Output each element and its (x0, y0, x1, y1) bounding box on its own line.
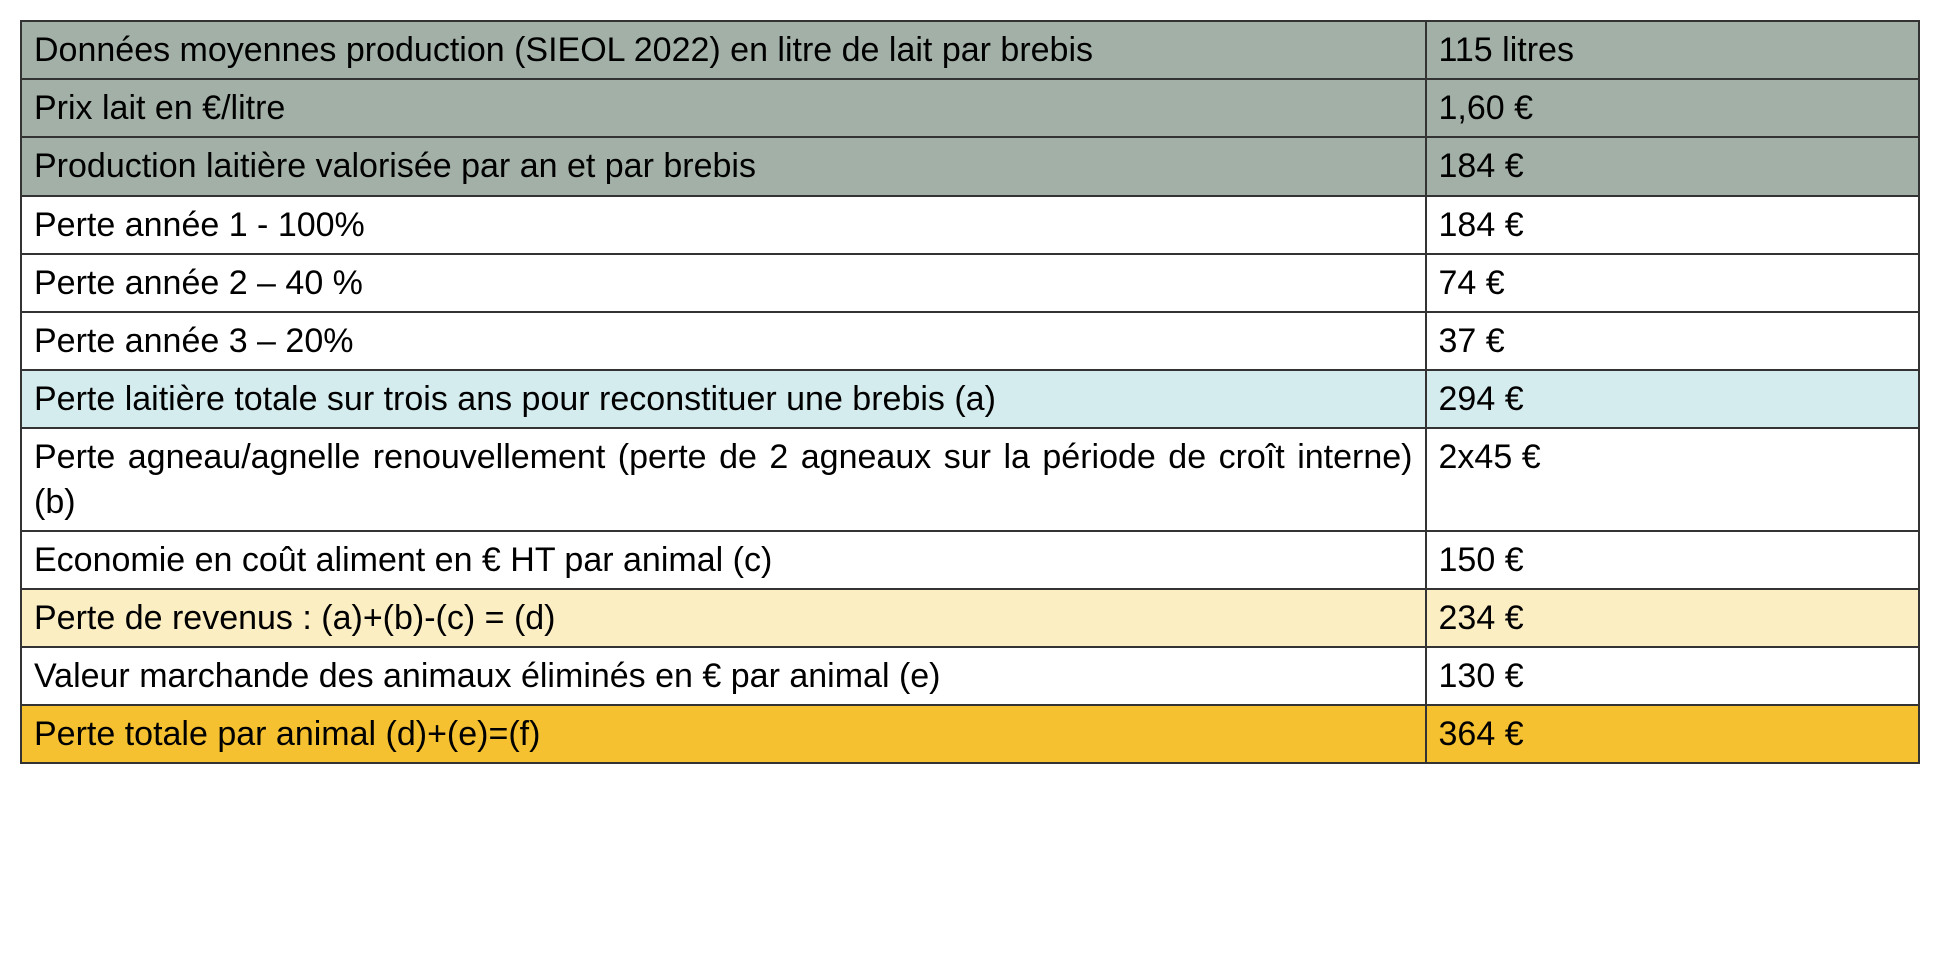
table-row: Perte agneau/agnelle renouvellement (per… (21, 428, 1919, 530)
table-row: Perte de revenus : (a)+(b)-(c) = (d) 234… (21, 589, 1919, 647)
cell-label: Economie en coût aliment en € HT par ani… (21, 531, 1426, 589)
table-row: Perte année 1 - 100% 184 € (21, 196, 1919, 254)
cell-value: 37 € (1426, 312, 1919, 370)
financial-table: Données moyennes production (SIEOL 2022)… (20, 20, 1920, 764)
cell-value: 364 € (1426, 705, 1919, 763)
cell-value: 74 € (1426, 254, 1919, 312)
table-row: Perte année 2 – 40 % 74 € (21, 254, 1919, 312)
table-body: Données moyennes production (SIEOL 2022)… (21, 21, 1919, 763)
cell-label: Perte année 3 – 20% (21, 312, 1426, 370)
cell-label: Valeur marchande des animaux éliminés en… (21, 647, 1426, 705)
cell-label: Perte année 1 - 100% (21, 196, 1426, 254)
cell-label: Perte agneau/agnelle renouvellement (per… (21, 428, 1426, 530)
cell-label: Perte laitière totale sur trois ans pour… (21, 370, 1426, 428)
cell-label: Perte année 2 – 40 % (21, 254, 1426, 312)
cell-value: 184 € (1426, 137, 1919, 195)
cell-value: 234 € (1426, 589, 1919, 647)
table-row: Prix lait en €/litre 1,60 € (21, 79, 1919, 137)
cell-value: 1,60 € (1426, 79, 1919, 137)
cell-value: 150 € (1426, 531, 1919, 589)
cell-value: 2x45 € (1426, 428, 1919, 530)
table-row: Perte année 3 – 20% 37 € (21, 312, 1919, 370)
cell-value: 294 € (1426, 370, 1919, 428)
cell-label: Perte totale par animal (d)+(e)=(f) (21, 705, 1426, 763)
table-row: Perte totale par animal (d)+(e)=(f) 364 … (21, 705, 1919, 763)
cell-label: Perte de revenus : (a)+(b)-(c) = (d) (21, 589, 1426, 647)
table-row: Economie en coût aliment en € HT par ani… (21, 531, 1919, 589)
table-row: Valeur marchande des animaux éliminés en… (21, 647, 1919, 705)
table-row: Production laitière valorisée par an et … (21, 137, 1919, 195)
cell-value: 130 € (1426, 647, 1919, 705)
cell-label: Production laitière valorisée par an et … (21, 137, 1426, 195)
cell-label: Prix lait en €/litre (21, 79, 1426, 137)
cell-value: 115 litres (1426, 21, 1919, 79)
cell-value: 184 € (1426, 196, 1919, 254)
cell-label: Données moyennes production (SIEOL 2022)… (21, 21, 1426, 79)
table-row: Données moyennes production (SIEOL 2022)… (21, 21, 1919, 79)
table-row: Perte laitière totale sur trois ans pour… (21, 370, 1919, 428)
